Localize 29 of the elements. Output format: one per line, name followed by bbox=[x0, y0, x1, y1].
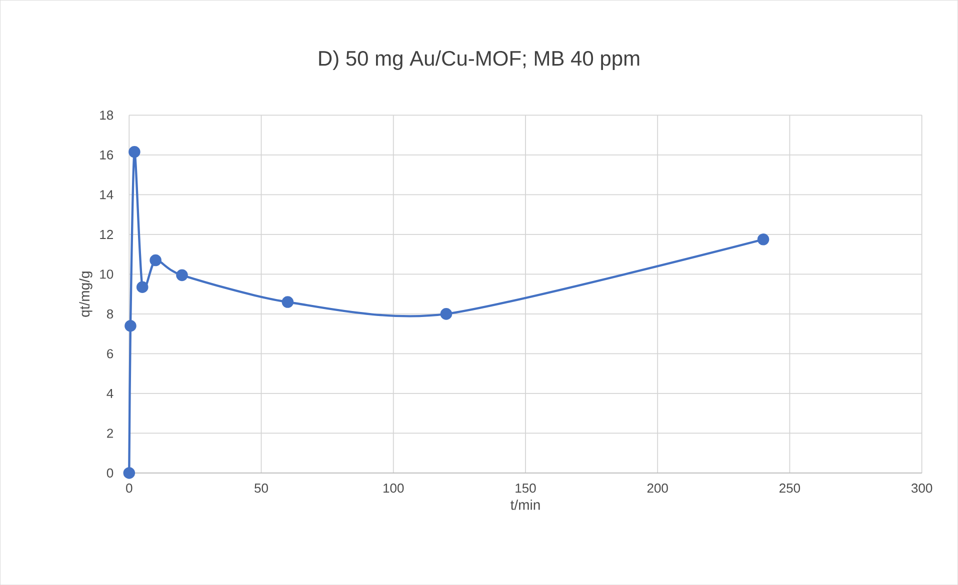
y-tick-label: 12 bbox=[100, 230, 113, 239]
x-tick-label: 150 bbox=[516, 483, 536, 493]
point bbox=[440, 308, 452, 320]
x-tick-label: 50 bbox=[254, 483, 268, 493]
point bbox=[282, 296, 294, 308]
y-tick-label: 2 bbox=[107, 428, 113, 438]
y-axis-title: qt/mg/g bbox=[79, 272, 92, 317]
x-tick-label: 200 bbox=[647, 483, 668, 493]
x-tick-label: 100 bbox=[384, 483, 404, 493]
y-tick-label: 14 bbox=[100, 190, 114, 200]
chart-title: D) 50 mg Au/Cu-MOF; MB 40 ppm bbox=[319, 50, 640, 70]
y-tick-label: 18 bbox=[100, 110, 114, 120]
point bbox=[128, 146, 140, 158]
point bbox=[123, 467, 136, 479]
point bbox=[176, 269, 188, 282]
y-tick-label: 16 bbox=[100, 150, 114, 160]
y-tick-label: 6 bbox=[107, 349, 114, 358]
point bbox=[150, 254, 162, 266]
point bbox=[136, 281, 148, 293]
y-tick-label: 10 bbox=[100, 270, 114, 279]
x-tick-label: 250 bbox=[780, 483, 800, 493]
point bbox=[124, 320, 136, 332]
y-tick-label: 8 bbox=[106, 309, 114, 318]
y-tick-label: 0 bbox=[106, 468, 114, 478]
point bbox=[757, 233, 770, 246]
x-tick-label: 300 bbox=[911, 483, 932, 493]
x-tick-label: 0 bbox=[126, 483, 132, 493]
y-tick-label: 4 bbox=[106, 388, 114, 398]
x-axis-title: t/min bbox=[510, 500, 540, 510]
